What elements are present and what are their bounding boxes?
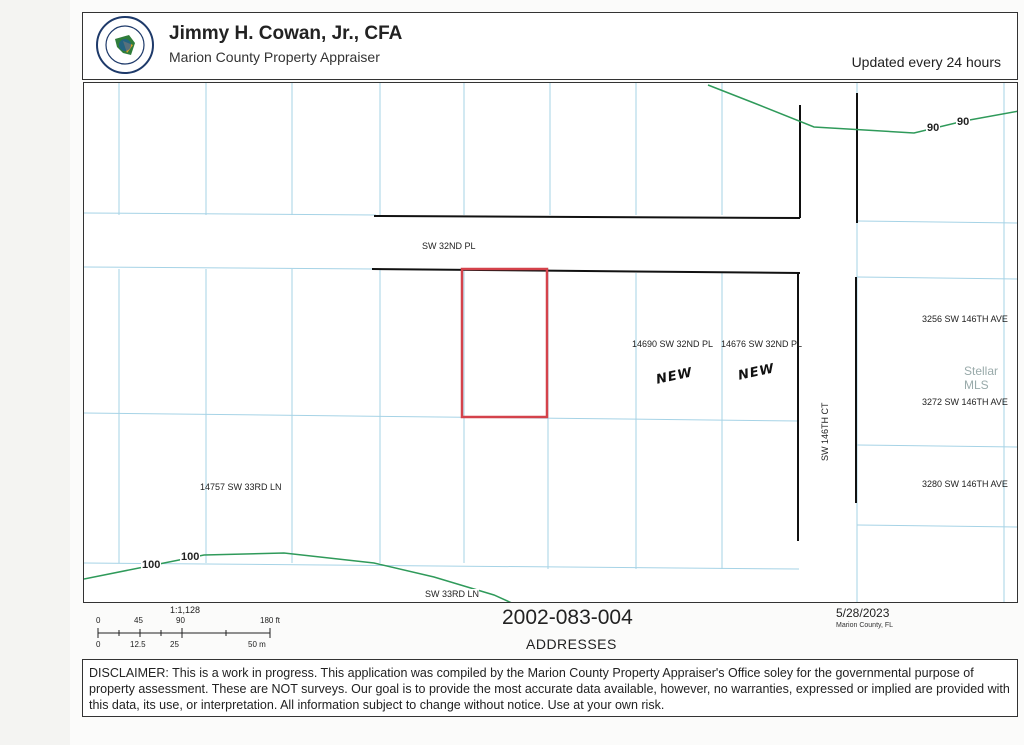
street-label-north: SW 32ND PL: [422, 241, 476, 251]
layer-title: ADDRESSES: [526, 636, 617, 652]
scale-ruler: [97, 628, 271, 638]
subject-parcel-outline: [460, 267, 549, 419]
contour-line-90: [707, 84, 1017, 134]
scale-tick-label: 0: [96, 640, 101, 649]
scale-tick-label: 50 m: [248, 640, 266, 649]
scale-bar: 1:1,128 0 45 90 180 ft 0 12.5 25 50 m: [92, 604, 292, 652]
parcel-line: [84, 212, 377, 216]
scale-tick-label: 12.5: [130, 640, 146, 649]
disclaimer: DISCLAIMER: This is a work in progress. …: [82, 659, 1018, 717]
scale-tick-label: 180 ft: [260, 616, 281, 625]
address-label: 14757 SW 33RD LN: [200, 482, 282, 492]
contour-label: 100: [180, 551, 201, 563]
contour-label: 90: [926, 122, 941, 134]
map-canvas: [84, 83, 1017, 602]
county-label: Marion County, FL: [836, 622, 894, 629]
parcel-line: [856, 444, 1017, 448]
street-label-south: SW 33RD LN: [425, 589, 480, 599]
address-label: 3280 SW 146TH AVE: [922, 479, 1008, 489]
map-date: 5/28/2023: [836, 606, 890, 620]
road-edge: [371, 268, 801, 274]
appraiser-seal-icon: [96, 16, 154, 74]
update-frequency: Updated every 24 hours: [851, 54, 1001, 70]
scale-tick-label: 45: [134, 616, 143, 625]
scale-tick-label: 0: [96, 616, 101, 625]
address-label: 3272 SW 146TH AVE: [922, 397, 1008, 407]
page-title: Jimmy H. Cowan, Jr., CFA: [169, 23, 403, 44]
watermark: Stellar MLS: [964, 364, 999, 392]
parcel-line: [856, 220, 1017, 224]
scale-tick-label: 25: [170, 640, 179, 649]
parcel-map[interactable]: SW 32ND PL SW 146TH CT 14690 SW 32ND PL …: [83, 82, 1018, 603]
parcel-line: [84, 412, 800, 422]
page-subtitle: Marion County Property Appraiser: [169, 49, 380, 65]
parcel-line: [84, 266, 375, 270]
address-label: 14690 SW 32ND PL: [632, 339, 714, 349]
road-edges: [371, 93, 858, 541]
parcel-lines: [84, 83, 1017, 602]
scale-ratio: 1:1,128: [170, 605, 201, 615]
scale-tick-label: 90: [176, 616, 185, 625]
street-label-east: SW 146TH CT: [820, 402, 830, 461]
address-label: 3256 SW 146TH AVE: [922, 314, 1008, 324]
parcel-line: [84, 562, 800, 570]
contour-label: 90: [956, 116, 971, 128]
road-edge: [373, 215, 801, 219]
contour-label: 100: [141, 559, 162, 571]
address-label: 14676 SW 32ND PL: [721, 339, 803, 349]
parcel-id: 2002-083-004: [502, 606, 633, 629]
header-panel: Jimmy H. Cowan, Jr., CFA Marion County P…: [82, 12, 1018, 80]
parcel-line: [856, 276, 1017, 280]
parcel-line: [856, 524, 1017, 528]
